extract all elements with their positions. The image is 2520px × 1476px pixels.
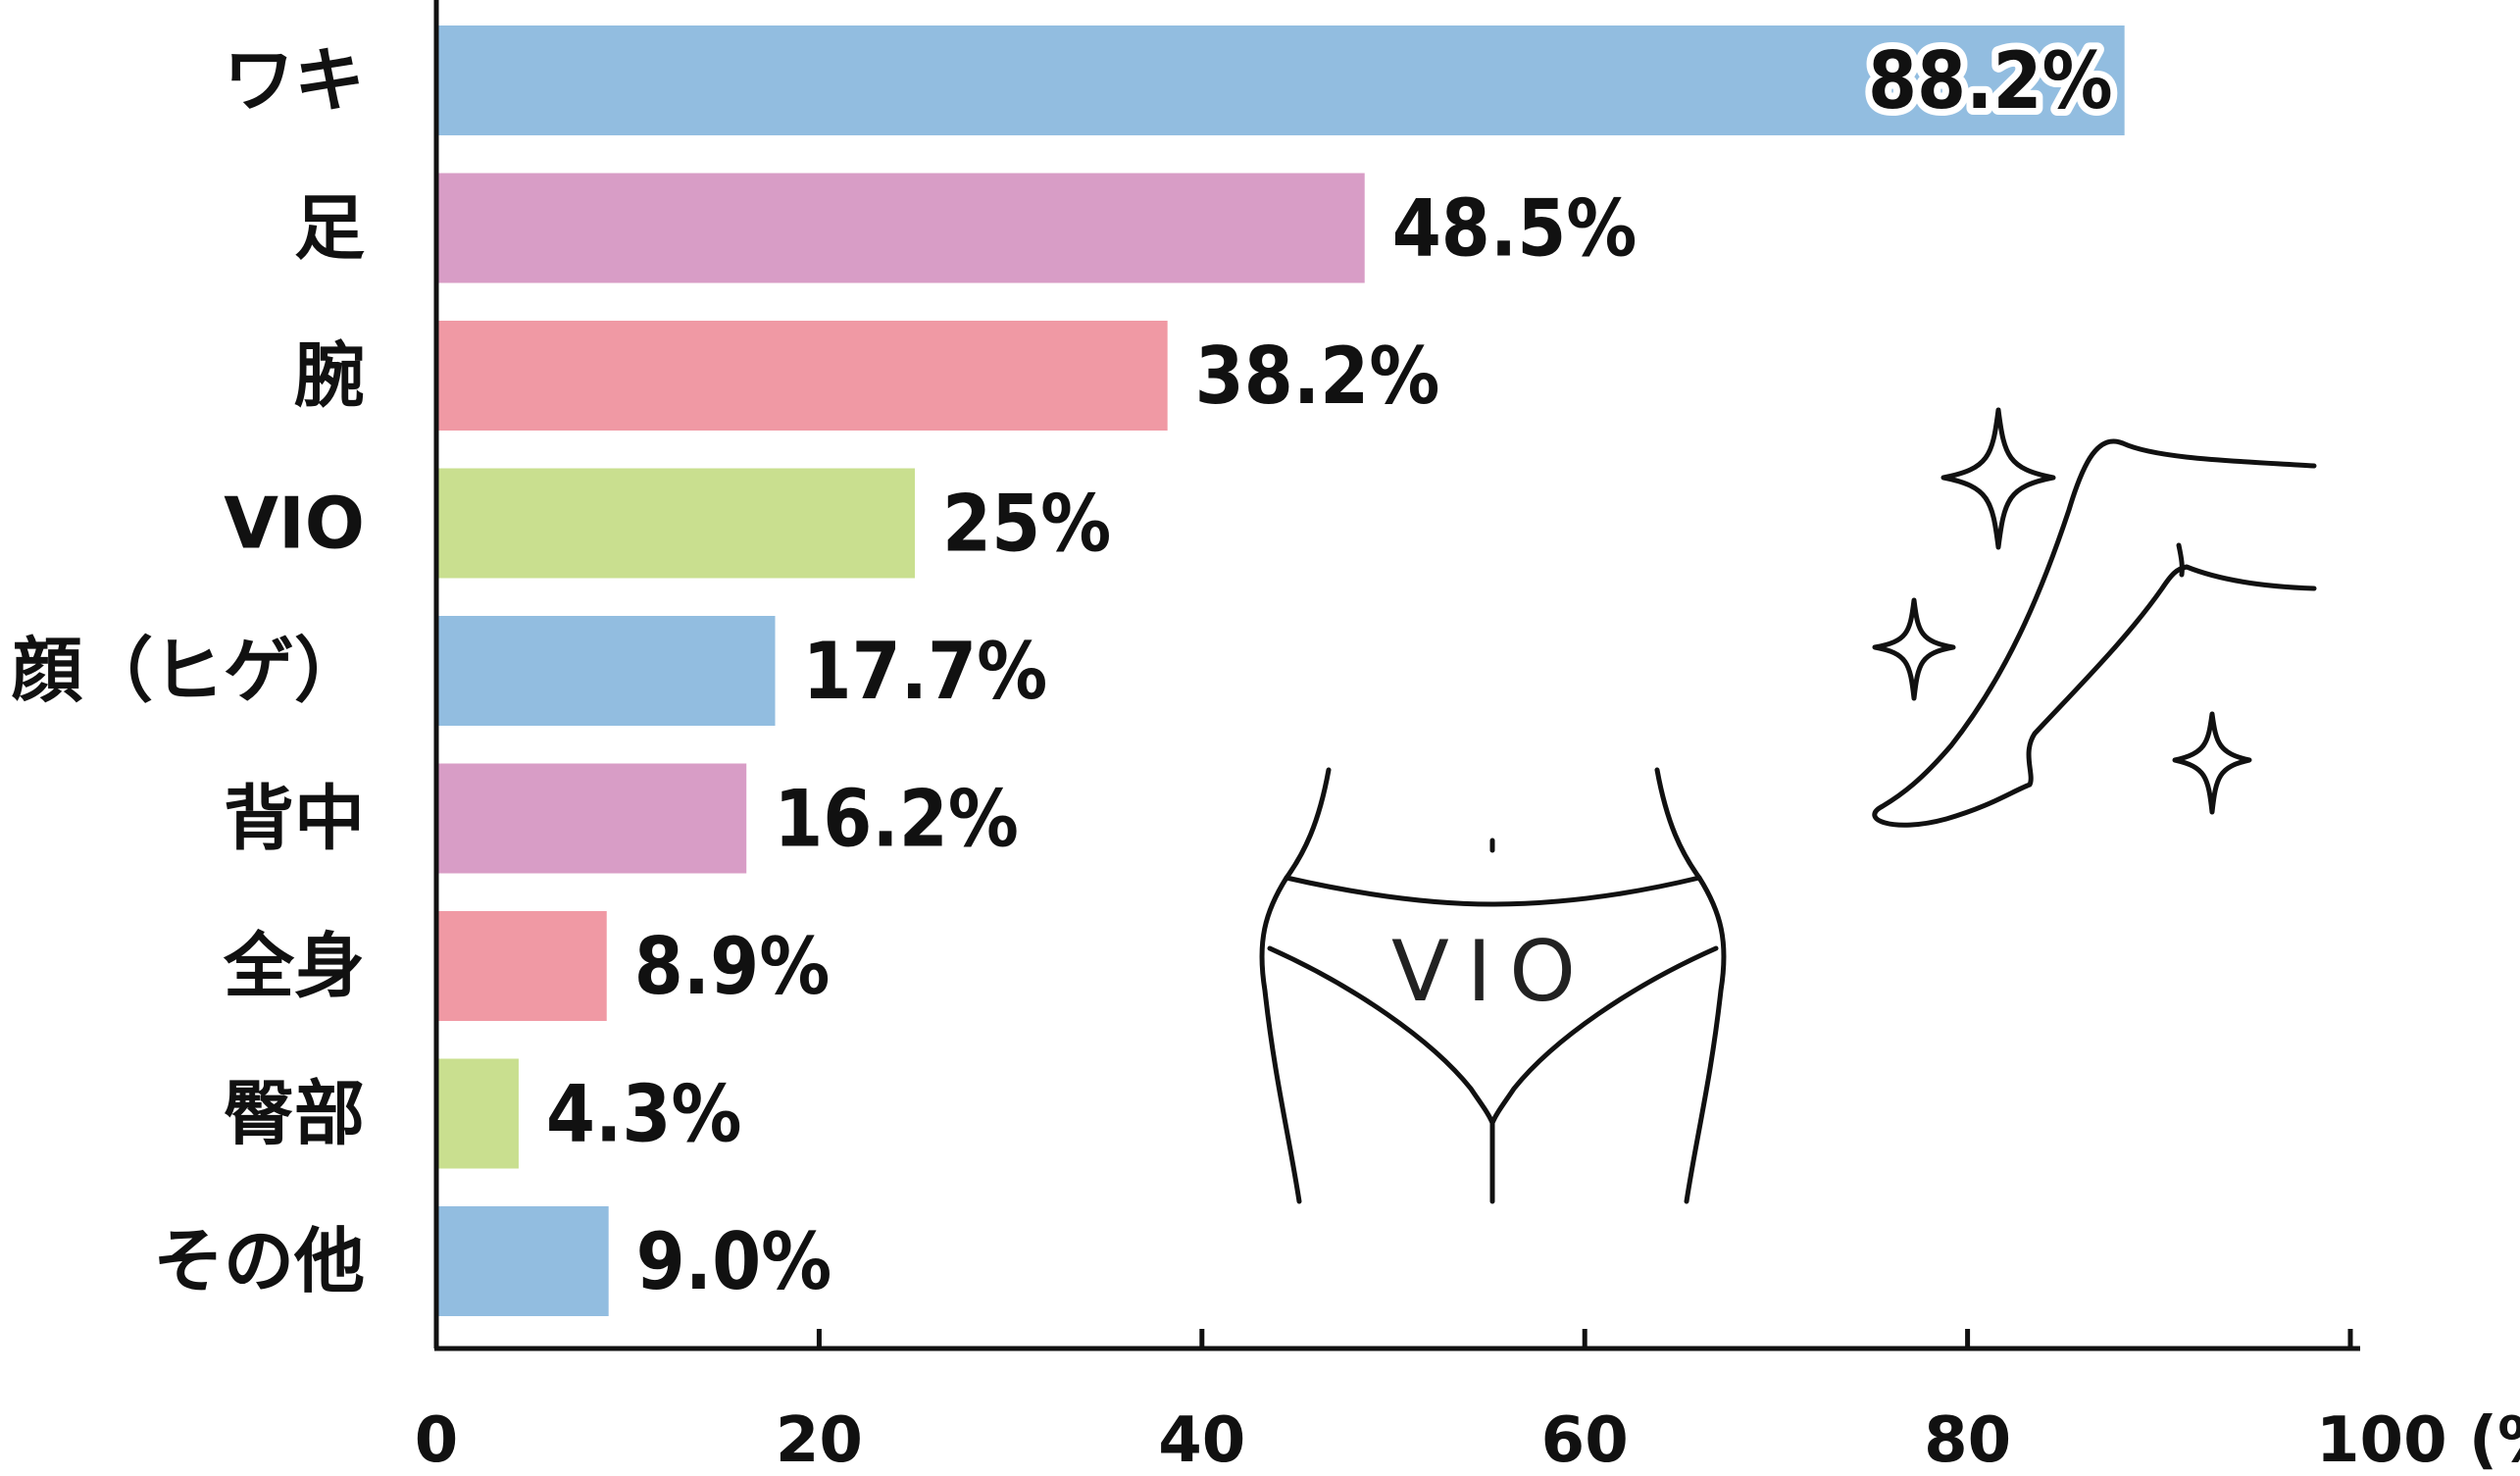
bar-9 xyxy=(436,1206,609,1316)
value-label-8: 4.3% xyxy=(546,1069,742,1160)
leg-icon xyxy=(1872,438,2317,828)
x-tick-label-6: 100 (%) xyxy=(2316,1404,2520,1476)
x-tick-label-4: 60 xyxy=(1541,1404,1629,1476)
value-label-5: 17.7% xyxy=(803,626,1048,717)
category-label-5: 顔（ヒゲ） xyxy=(12,630,365,712)
underwear-icon: VIO xyxy=(1259,767,1727,1204)
bar-8 xyxy=(436,1058,519,1169)
bar-4 xyxy=(436,468,915,579)
value-label-1: 88.2% xyxy=(1868,35,2113,127)
category-label-2: 足 xyxy=(294,187,365,270)
bar-6 xyxy=(436,763,747,874)
x-tick-label-2: 20 xyxy=(776,1404,863,1476)
category-label-9: その他 xyxy=(153,1220,365,1302)
bar-1 xyxy=(436,25,2125,135)
bar-3 xyxy=(436,321,1168,431)
category-label-1: ワキ xyxy=(224,39,365,122)
value-labels-group: 88.2% 48.5% 38.2% 25% 17.7% 16.2% 8.9% 4.3% 9.0% xyxy=(546,28,2120,1307)
category-label-8: 臀部 xyxy=(224,1073,365,1155)
value-label-2: 48.5% xyxy=(1392,183,1638,275)
bar-5 xyxy=(436,616,776,726)
value-label-6: 16.2% xyxy=(774,774,1019,865)
underwear-text: VIO xyxy=(1391,923,1593,1021)
axis-group: 0 20 40 60 80 100 (%) xyxy=(415,0,2520,1476)
x-tick-label-1: 0 xyxy=(415,1404,459,1476)
bar-7 xyxy=(436,911,607,1021)
value-label-9: 9.0% xyxy=(636,1216,832,1307)
category-label-7: 全身 xyxy=(223,925,365,1007)
category-label-4: VIO xyxy=(224,483,365,565)
bars-group xyxy=(436,25,2125,1316)
x-tick-label-3: 40 xyxy=(1158,1404,1245,1476)
category-label-3: 腕 xyxy=(294,334,365,417)
value-label-7: 8.9% xyxy=(634,921,831,1012)
bar-2 xyxy=(436,173,1365,283)
sparkle-icon xyxy=(1872,407,2252,815)
value-label-3: 38.2% xyxy=(1195,331,1440,422)
value-label-4: 25% xyxy=(942,479,1111,570)
category-label-6: 背中 xyxy=(224,778,365,860)
x-tick-label-5: 80 xyxy=(1924,1404,2011,1476)
